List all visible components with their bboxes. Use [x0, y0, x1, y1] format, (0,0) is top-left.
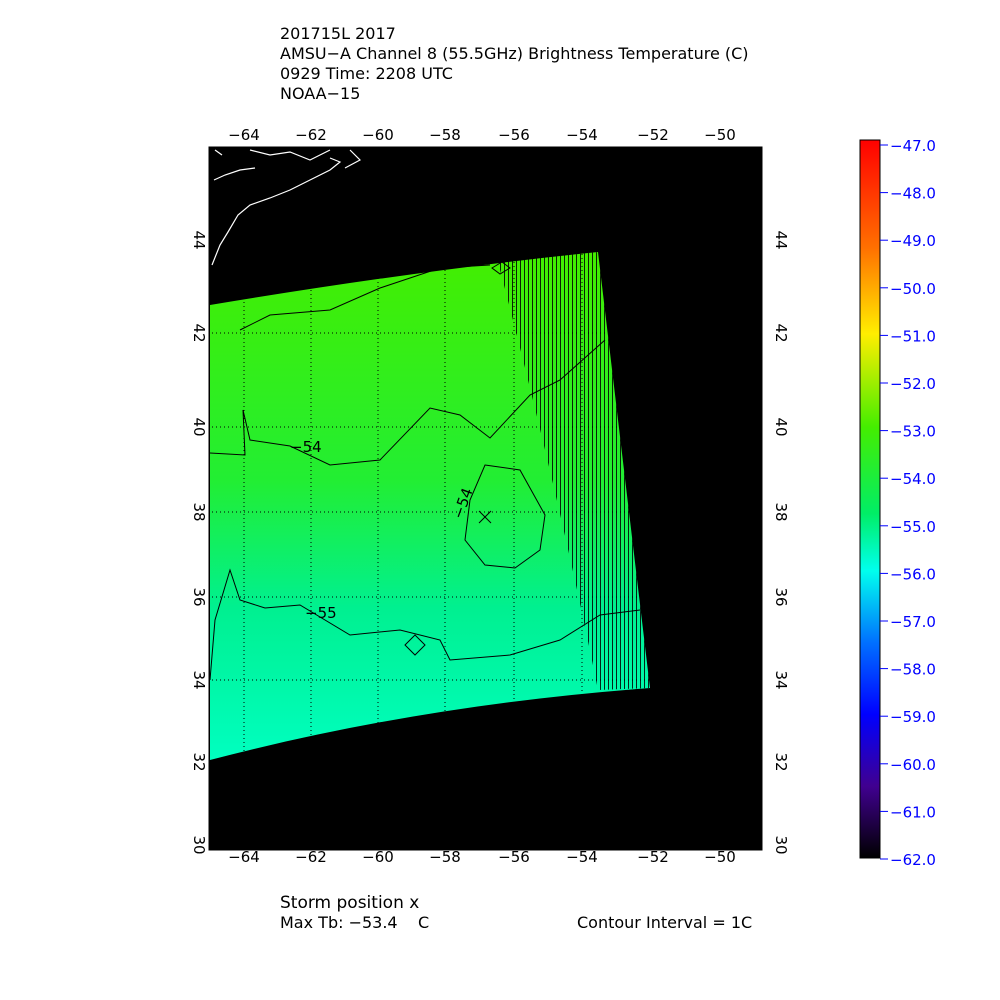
colorbar-label: −62.0: [890, 851, 936, 869]
lat-tick-label-left: 40: [190, 417, 208, 436]
colorbar-label: −55.0: [890, 518, 936, 536]
lat-tick-label-left: 34: [190, 670, 208, 689]
lat-tick-label-right: 32: [772, 752, 790, 771]
colorbar-label: −54.0: [890, 470, 936, 488]
small-contour-1: [404, 634, 426, 656]
lat-tick-label-right: 34: [772, 670, 790, 689]
map-frame: [207, 145, 764, 852]
lat-tick-label-right: 44: [772, 230, 790, 249]
colorbar-label: −47.0: [890, 137, 936, 155]
lat-tick-label-left: 44: [190, 230, 208, 249]
colorbar-label: −61.0: [890, 803, 936, 821]
colorbar-label: −60.0: [890, 756, 936, 774]
contour-55: [209, 568, 641, 681]
colorbar-label: −52.0: [890, 375, 936, 393]
colorbar-label: −59.0: [890, 708, 936, 726]
storm-position-marker: [478, 510, 492, 524]
hatched-edge-region: [498, 252, 650, 690]
lon-tick-label-top: −52: [637, 126, 669, 144]
lon-tick-label-bottom: −64: [228, 848, 260, 866]
colorbar-label: −53.0: [890, 423, 936, 441]
coastline: [211, 149, 361, 266]
lon-tick-label-top: −64: [228, 126, 260, 144]
colorbar-label: −56.0: [890, 565, 936, 583]
lon-tick-label-bottom: −62: [295, 848, 327, 866]
title-line-2: AMSU−A Channel 8 (55.5GHz) Brightness Te…: [280, 44, 749, 63]
lat-tick-label-left: 36: [190, 587, 208, 606]
lon-tick-label-top: −56: [498, 126, 530, 144]
lat-tick-label-left: 32: [190, 752, 208, 771]
title-line-4: NOAA−15: [280, 84, 361, 103]
lat-tick-label-right: 36: [772, 587, 790, 606]
lon-tick-label-top: −58: [429, 126, 461, 144]
lon-tick-label-bottom: −58: [429, 848, 461, 866]
colorbar-label: −58.0: [890, 661, 936, 679]
contours: [209, 261, 641, 681]
colorbar-ticks: −47.0 −48.0 −49.0 −50.0 −51.0 −52.0 −53.0 −54.0…: [880, 137, 936, 869]
lat-tick-label-left: 38: [190, 502, 208, 521]
lat-tick-label-left: 30: [190, 835, 208, 854]
lon-tick-label-top: −60: [362, 126, 394, 144]
contour-54-north: [209, 379, 561, 466]
lon-tick-label-top: −62: [295, 126, 327, 144]
grid-lines: [208, 146, 763, 851]
lat-tick-label-right: 30: [772, 835, 790, 854]
contour-label-3: −55: [305, 604, 337, 622]
title-line-1: 201715L 2017: [280, 24, 396, 43]
colorbar: [859, 139, 881, 859]
contour-54-storm: [464, 464, 546, 569]
lon-tick-label-bottom: −60: [362, 848, 394, 866]
lat-tick-label-right: 42: [772, 323, 790, 342]
lon-tick-label-bottom: −52: [637, 848, 669, 866]
lat-tick-label-left: 42: [190, 323, 208, 342]
colorbar-label: −50.0: [890, 280, 936, 298]
axis-ticks: −64 −64 −62 −62 −60 −60 −58 −58 −56 −56 −54 −54 −52 −…: [190, 126, 790, 866]
max-tb: Max Tb: −53.4 C: [280, 913, 430, 932]
colorbar-label: −57.0: [890, 613, 936, 631]
colorbar-label: −48.0: [890, 185, 936, 203]
lon-tick-label-top: −50: [704, 126, 736, 144]
contour-53: [239, 264, 606, 381]
lat-tick-label-right: 40: [772, 417, 790, 436]
lat-tick-label-right: 38: [772, 502, 790, 521]
lon-tick-label-bottom: −56: [498, 848, 530, 866]
storm-position-legend: Storm position x: [280, 893, 420, 913]
colorbar-label: −51.0: [890, 327, 936, 345]
colorbar-label: −49.0: [890, 232, 936, 250]
small-contour-2: [491, 261, 511, 275]
contour-label-1: −54: [290, 438, 322, 456]
title-line-3: 0929 Time: 2208 UTC: [280, 64, 453, 83]
lon-tick-label-bottom: −54: [566, 848, 598, 866]
lon-tick-label-bottom: −50: [704, 848, 736, 866]
contour-interval: Contour Interval = 1C: [577, 913, 753, 932]
lon-tick-label-top: −54: [566, 126, 598, 144]
